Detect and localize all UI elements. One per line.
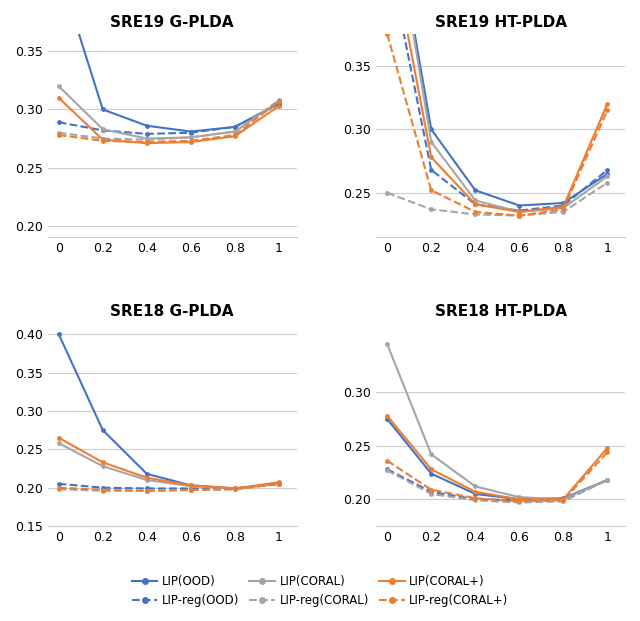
Legend: LIP(OOD), LIP-reg(OOD), LIP(CORAL), LIP-reg(CORAL), LIP(CORAL+), LIP-reg(CORAL+): LIP(OOD), LIP-reg(OOD), LIP(CORAL), LIP-… [127,571,513,612]
Title: SRE18 HT-PLDA: SRE18 HT-PLDA [435,304,566,319]
Title: SRE18 G-PLDA: SRE18 G-PLDA [110,304,234,319]
Title: SRE19 G-PLDA: SRE19 G-PLDA [110,15,234,30]
Title: SRE19 HT-PLDA: SRE19 HT-PLDA [435,15,566,30]
